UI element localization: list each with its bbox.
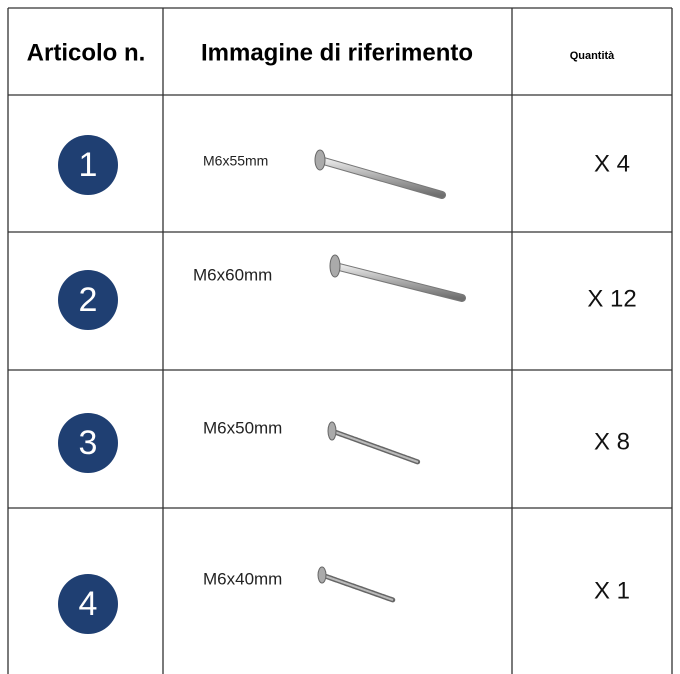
item-badge	[58, 574, 118, 634]
item-number: 1	[79, 146, 98, 184]
item-number: 2	[79, 281, 98, 319]
screw-size: M6x55mm	[203, 153, 268, 169]
screw-icon	[329, 254, 466, 302]
quantity: X 8	[594, 428, 630, 455]
header-cell: Immagine di riferimento	[201, 39, 473, 66]
screw-size: M6x50mm	[203, 418, 282, 437]
screw-icon	[317, 566, 396, 603]
header-cell: Articolo n.	[27, 39, 146, 66]
header-cell: Quantità	[570, 50, 615, 62]
item-badge	[58, 270, 118, 330]
screw-icon	[327, 421, 421, 465]
quantity: X 1	[594, 577, 630, 604]
quantity: X 4	[594, 150, 630, 177]
screw-size: M6x40mm	[203, 569, 282, 588]
table-grid	[7, 7, 673, 674]
quantity: X 12	[587, 285, 636, 312]
item-number: 3	[79, 424, 98, 462]
item-badge	[58, 135, 118, 195]
screw-size: M6x60mm	[193, 265, 272, 284]
item-badge	[58, 413, 118, 473]
item-number: 4	[79, 585, 98, 623]
screw-icon	[314, 149, 446, 199]
